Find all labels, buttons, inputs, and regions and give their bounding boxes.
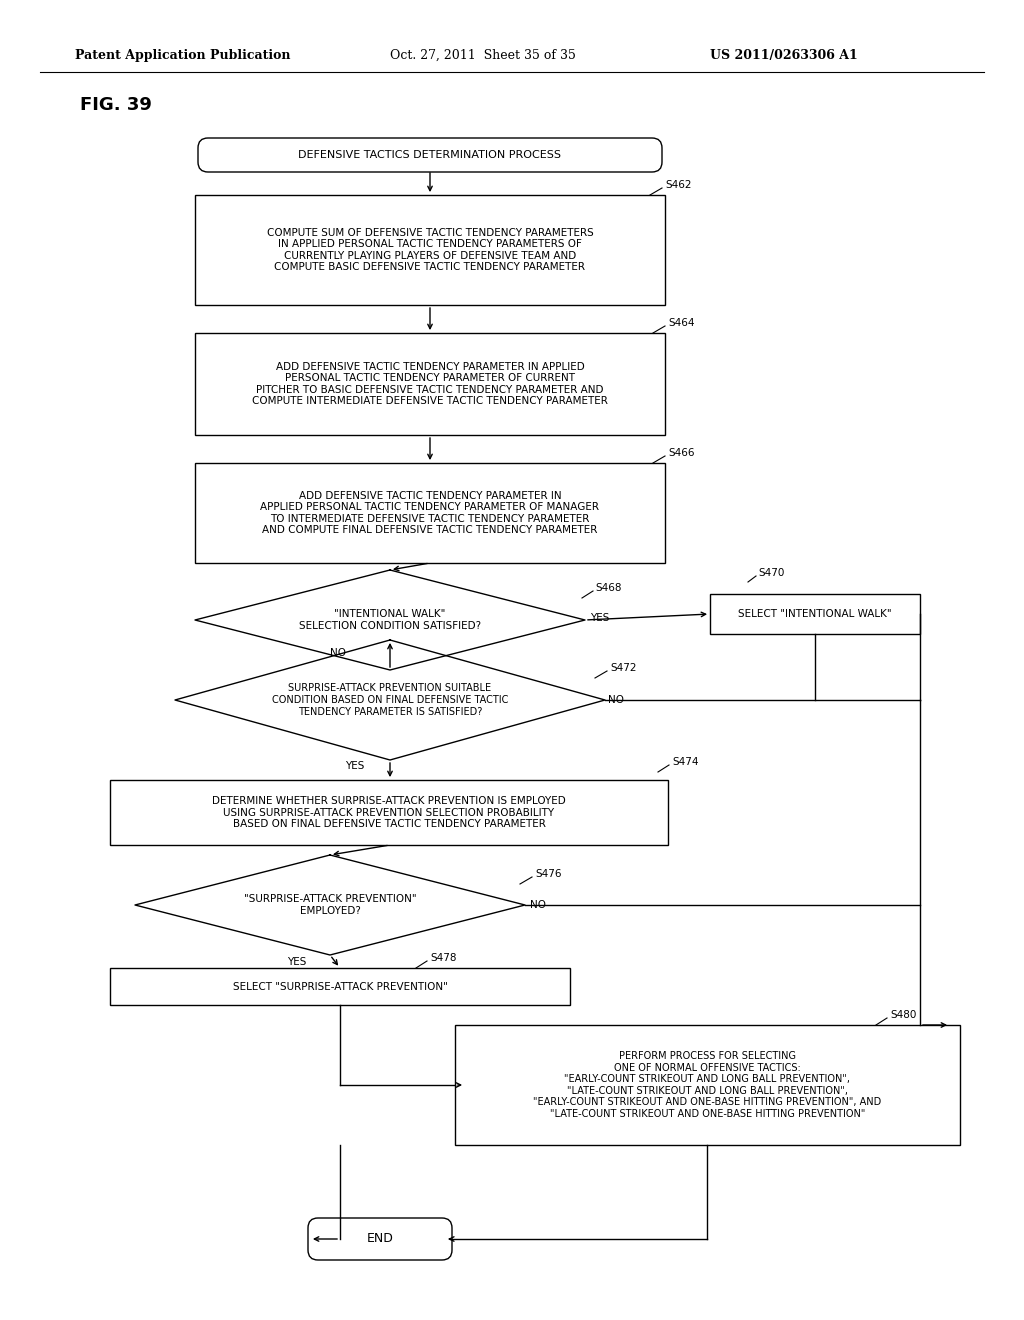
Text: US 2011/0263306 A1: US 2011/0263306 A1: [710, 49, 858, 62]
Text: END: END: [367, 1233, 393, 1246]
Polygon shape: [135, 855, 525, 954]
Bar: [195, 463, 665, 564]
Text: SELECT "SURPRISE-ATTACK PREVENTION": SELECT "SURPRISE-ATTACK PREVENTION": [232, 982, 447, 991]
Text: S474: S474: [672, 756, 698, 767]
Text: S466: S466: [668, 447, 694, 458]
Text: S476: S476: [535, 869, 561, 879]
Bar: [195, 333, 665, 436]
Polygon shape: [175, 640, 605, 760]
Text: YES: YES: [345, 762, 365, 771]
Text: DETERMINE WHETHER SURPRISE-ATTACK PREVENTION IS EMPLOYED
USING SURPRISE-ATTACK P: DETERMINE WHETHER SURPRISE-ATTACK PREVEN…: [212, 796, 566, 829]
FancyBboxPatch shape: [308, 1218, 452, 1261]
Text: SELECT "INTENTIONAL WALK": SELECT "INTENTIONAL WALK": [738, 609, 892, 619]
Text: DEFENSIVE TACTICS DETERMINATION PROCESS: DEFENSIVE TACTICS DETERMINATION PROCESS: [299, 150, 561, 160]
Text: "SURPRISE-ATTACK PREVENTION"
EMPLOYED?: "SURPRISE-ATTACK PREVENTION" EMPLOYED?: [244, 894, 417, 916]
Text: YES: YES: [287, 957, 306, 968]
FancyBboxPatch shape: [198, 139, 662, 172]
Text: S480: S480: [890, 1010, 916, 1020]
Text: NO: NO: [530, 900, 546, 909]
Text: Oct. 27, 2011  Sheet 35 of 35: Oct. 27, 2011 Sheet 35 of 35: [390, 49, 575, 62]
Text: SURPRISE-ATTACK PREVENTION SUITABLE
CONDITION BASED ON FINAL DEFENSIVE TACTIC
TE: SURPRISE-ATTACK PREVENTION SUITABLE COND…: [271, 684, 508, 717]
Bar: [195, 195, 665, 305]
Bar: [110, 968, 570, 1005]
Bar: [110, 780, 668, 845]
Text: ADD DEFENSIVE TACTIC TENDENCY PARAMETER IN
APPLIED PERSONAL TACTIC TENDENCY PARA: ADD DEFENSIVE TACTIC TENDENCY PARAMETER …: [260, 491, 599, 536]
Text: S470: S470: [758, 568, 784, 578]
Text: COMPUTE SUM OF DEFENSIVE TACTIC TENDENCY PARAMETERS
IN APPLIED PERSONAL TACTIC T: COMPUTE SUM OF DEFENSIVE TACTIC TENDENCY…: [266, 227, 593, 272]
Text: ADD DEFENSIVE TACTIC TENDENCY PARAMETER IN APPLIED
PERSONAL TACTIC TENDENCY PARA: ADD DEFENSIVE TACTIC TENDENCY PARAMETER …: [252, 362, 608, 407]
Text: S472: S472: [610, 663, 637, 673]
Text: FIG. 39: FIG. 39: [80, 96, 152, 114]
Polygon shape: [195, 570, 585, 671]
Text: YES: YES: [590, 612, 609, 623]
Text: S462: S462: [665, 180, 691, 190]
Text: Patent Application Publication: Patent Application Publication: [75, 49, 291, 62]
Text: "INTENTIONAL WALK"
SELECTION CONDITION SATISFIED?: "INTENTIONAL WALK" SELECTION CONDITION S…: [299, 610, 481, 631]
Bar: [710, 594, 920, 634]
Text: S464: S464: [668, 318, 694, 327]
Text: PERFORM PROCESS FOR SELECTING
ONE OF NORMAL OFFENSIVE TACTICS:
"EARLY-COUNT STRI: PERFORM PROCESS FOR SELECTING ONE OF NOR…: [534, 1051, 882, 1119]
Text: NO: NO: [330, 648, 346, 657]
Text: S478: S478: [430, 953, 457, 964]
Bar: [455, 1026, 961, 1144]
Text: NO: NO: [608, 696, 624, 705]
Text: S468: S468: [595, 583, 622, 593]
